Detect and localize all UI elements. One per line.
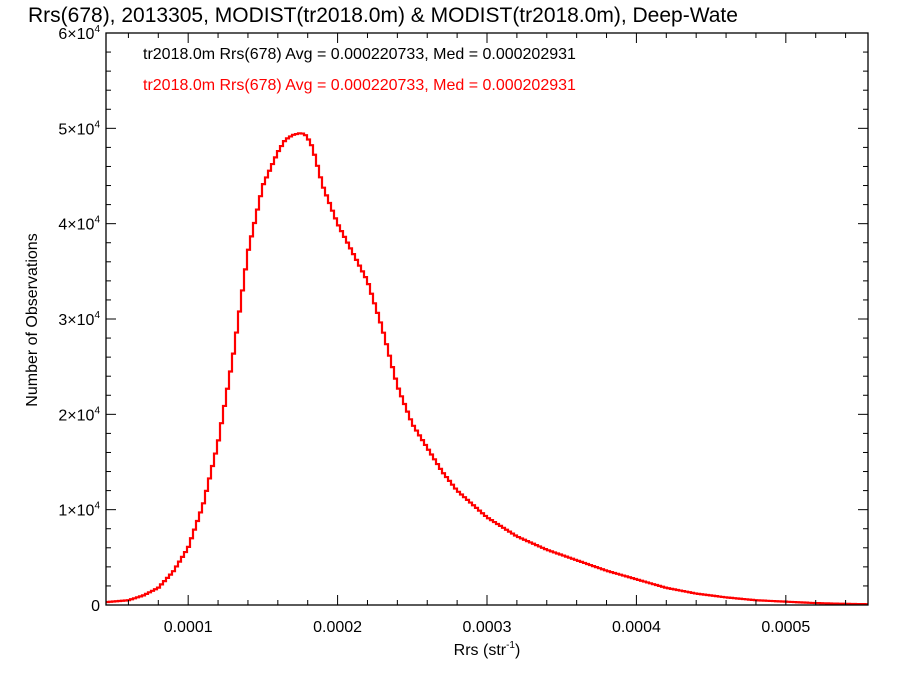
x-axis-label-main: Rrs (str <box>454 642 507 659</box>
x-axis-label-close: ) <box>515 642 520 659</box>
y-tick-label: 3×104 <box>58 310 100 329</box>
y-tick-label: 6×104 <box>58 24 100 43</box>
legend-entry-2: tr2018.0m Rrs(678) Avg = 0.000220733, Me… <box>143 77 576 94</box>
y-axis-label: Number of Observations <box>24 233 41 406</box>
axis-ticks: 0.0001 0.0002 0.0003 0.0004 0.0005 0 1×104 2×10… <box>58 24 868 636</box>
y-tick-label: 0 <box>91 598 100 615</box>
y-tick-label: 5×104 <box>58 119 100 138</box>
histogram-series-1 <box>106 132 868 606</box>
x-axis-label: Rrs (str-1) <box>454 640 521 659</box>
y-tick-label: 2×104 <box>58 405 100 424</box>
x-tick-label: 0.0005 <box>761 619 810 636</box>
chart-title: Rrs(678), 2013305, MODIST(tr2018.0m) & M… <box>28 4 738 27</box>
y-tick-label: 1×104 <box>58 501 100 520</box>
x-tick-label: 0.0002 <box>313 619 362 636</box>
plot-area <box>106 132 868 606</box>
y-tick-label: 4×104 <box>58 215 100 234</box>
x-tick-label: 0.0004 <box>612 619 661 636</box>
legend-entry-1: tr2018.0m Rrs(678) Avg = 0.000220733, Me… <box>143 46 576 63</box>
x-axis-label-exponent: -1 <box>506 640 515 651</box>
x-tick-label: 0.0001 <box>164 619 213 636</box>
x-tick-label: 0.0003 <box>463 619 512 636</box>
